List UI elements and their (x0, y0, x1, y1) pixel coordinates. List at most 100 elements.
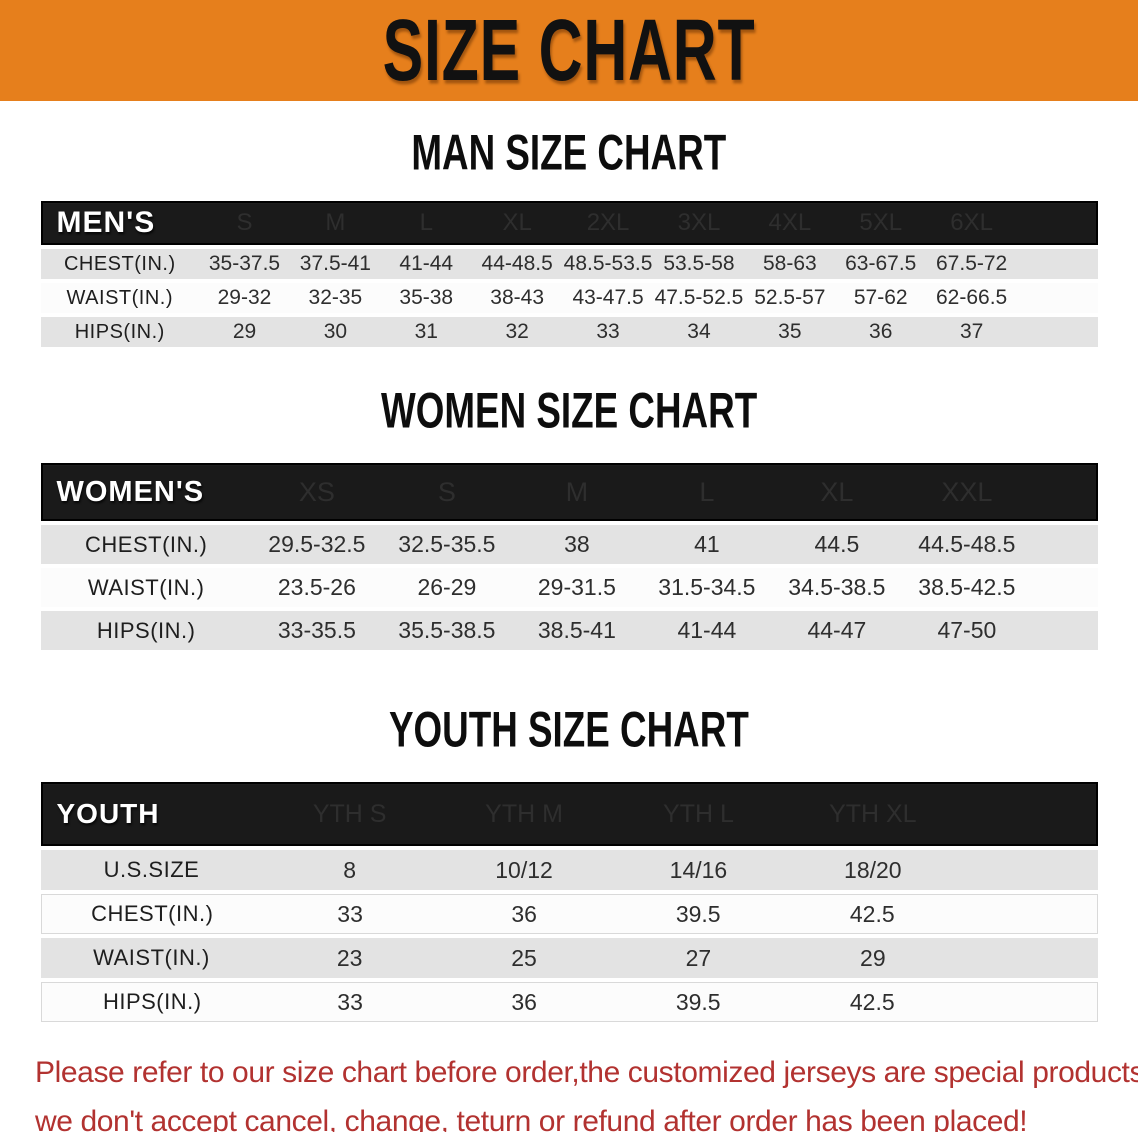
size-value: 35-37.5 (208, 252, 281, 275)
order-policy-note: Please refer to our size chart before or… (35, 1048, 1138, 1132)
column-header: YTH XL (829, 799, 917, 828)
table-row: WAIST(IN.) 23.5-26 26-29 29-31.5 31.5-34.5 34… (40, 568, 1098, 607)
man-section-heading-text: MAN SIZE CHART (411, 123, 727, 181)
row-label: WAIST(IN.) (66, 286, 173, 309)
table-row: CHEST(IN.) 35-37.5 37.5-41 41-44 44-48.5 48.5… (40, 249, 1098, 279)
table-row: WAIST(IN.) 23 25 27 29 (40, 938, 1098, 978)
table-row: CHEST(IN.) 33 36 39.5 42.5 (40, 894, 1098, 934)
size-chart-banner: SIZE CHART (0, 0, 1138, 101)
men-size-table: MEN'S S M L XL 2XL 3XL 4XL 5XL 6XL CHEST(IN.) 35-37… (40, 201, 1098, 347)
table-row: WAIST(IN.) 29-32 32-35 35-38 38-43 43-47.5 47.… (40, 283, 1098, 313)
table-row: HIPS(IN.) 33-35.5 35.5-38.5 38.5-41 41-44 44-… (40, 611, 1098, 650)
size-value: 14/16 (669, 856, 728, 883)
women-section-heading: WOMEN SIZE CHART (0, 381, 1138, 439)
size-value: 29 (232, 320, 257, 343)
order-policy-line-1: Please refer to our size chart before or… (35, 1056, 1138, 1089)
row-label: U.S.SIZE (103, 857, 200, 882)
women-section-heading-text: WOMEN SIZE CHART (380, 381, 758, 439)
size-value: 43-47.5 (572, 286, 644, 309)
table-corner-label: YOUTH (56, 798, 160, 829)
column-header: XL (502, 209, 532, 236)
size-value: 53.5-58 (663, 252, 735, 275)
column-header: L (699, 476, 715, 507)
row-label: CHEST(IN.) (85, 531, 208, 557)
size-value: 38.5-41 (537, 617, 616, 643)
column-header: XXL (941, 476, 993, 507)
youth-section-heading-text: YOUTH SIZE CHART (389, 700, 749, 758)
size-value: 47-50 (937, 617, 997, 643)
youth-section-heading: YOUTH SIZE CHART (0, 700, 1138, 758)
size-value: 58-63 (762, 252, 817, 275)
size-value: 35 (778, 320, 802, 343)
column-header: S (437, 476, 456, 507)
size-value: 41-44 (399, 252, 454, 275)
size-value: 33-35.5 (277, 617, 356, 643)
man-section-heading: MAN SIZE CHART (0, 123, 1138, 181)
table-row: HIPS(IN.) 33 36 39.5 42.5 (40, 982, 1098, 1022)
size-value: 36 (869, 320, 893, 343)
table-row: HIPS(IN.) 29 30 31 32 33 34 35 36 37 (40, 317, 1098, 347)
column-header: 2XL (586, 209, 630, 236)
row-label: WAIST(IN.) (87, 574, 205, 600)
column-header: XS (298, 476, 335, 507)
size-value: 34.5-38.5 (788, 574, 886, 600)
size-value: 39.5 (675, 900, 721, 927)
row-label: CHEST(IN.) (91, 901, 214, 926)
size-value: 35.5-38.5 (398, 617, 496, 643)
size-value: 34 (687, 320, 711, 343)
size-value: 38.5-42.5 (918, 574, 1016, 600)
column-header: XL (820, 476, 854, 507)
size-value: 62-66.5 (936, 286, 1008, 309)
size-value: 18/20 (844, 856, 902, 883)
column-header: YTH L (663, 799, 734, 828)
size-value: 33 (337, 900, 363, 927)
size-value: 31 (414, 320, 438, 343)
size-value: 32.5-35.5 (398, 531, 496, 557)
size-value: 47.5-52.5 (654, 286, 744, 309)
youth-size-table: YOUTH YTH S YTH M YTH L YTH XL U.S.SIZE 8 10/12… (40, 782, 1098, 1022)
size-value: 48.5-53.5 (563, 252, 653, 275)
size-value: 26-29 (417, 574, 477, 600)
size-value: 38-43 (490, 286, 545, 309)
column-header: M (565, 476, 589, 507)
column-header: YTH M (485, 799, 563, 828)
table-corner-label: MEN'S (56, 206, 156, 239)
table-row: U.S.SIZE 8 10/12 14/16 18/20 (40, 850, 1098, 890)
size-value: 10/12 (495, 856, 553, 883)
table-corner-label: WOMEN'S (56, 475, 205, 508)
row-label: HIPS(IN.) (102, 989, 202, 1014)
row-label: CHEST(IN.) (63, 252, 176, 275)
size-value: 32-35 (308, 286, 363, 309)
table-header-row: YOUTH YTH S YTH M YTH L YTH XL (40, 782, 1098, 846)
size-value: 42.5 (849, 900, 895, 927)
size-value: 44-47 (807, 617, 867, 643)
column-header: 3XL (677, 209, 721, 236)
size-value: 38 (564, 531, 590, 557)
size-value: 37 (959, 320, 984, 343)
order-policy-line-2: we don't accept cancel, change, teturn o… (35, 1105, 1028, 1132)
row-label: HIPS(IN.) (96, 617, 196, 643)
size-value: 35-38 (399, 286, 454, 309)
table-row: CHEST(IN.) 29.5-32.5 32.5-35.5 38 41 44.5 44.5… (40, 525, 1098, 564)
column-header: S (236, 209, 253, 236)
size-value: 44.5 (814, 531, 860, 557)
size-value: 41 (694, 531, 720, 557)
size-value: 36 (511, 900, 537, 927)
table-header-row: MEN'S S M L XL 2XL 3XL 4XL 5XL 6XL (40, 201, 1098, 245)
size-value: 44.5-48.5 (918, 531, 1016, 557)
size-value: 67.5-72 (936, 252, 1008, 275)
size-value: 8 (343, 856, 357, 883)
column-header: 6XL (950, 209, 993, 236)
banner-title: SIZE CHART (382, 0, 756, 100)
size-value: 23.5-26 (277, 574, 356, 600)
size-value: 23 (336, 944, 363, 971)
size-value: 30 (323, 320, 348, 343)
size-value: 42.5 (849, 988, 895, 1015)
size-value: 32 (505, 320, 529, 343)
size-value: 33 (337, 988, 363, 1015)
size-value: 41-44 (677, 617, 737, 643)
column-header: 5XL (859, 209, 903, 236)
size-value: 39.5 (675, 988, 721, 1015)
size-value: 25 (511, 944, 537, 971)
women-size-table: WOMEN'S XS S M L XL XXL CHEST(IN.) 29.5-32.5 32.5… (40, 463, 1098, 650)
